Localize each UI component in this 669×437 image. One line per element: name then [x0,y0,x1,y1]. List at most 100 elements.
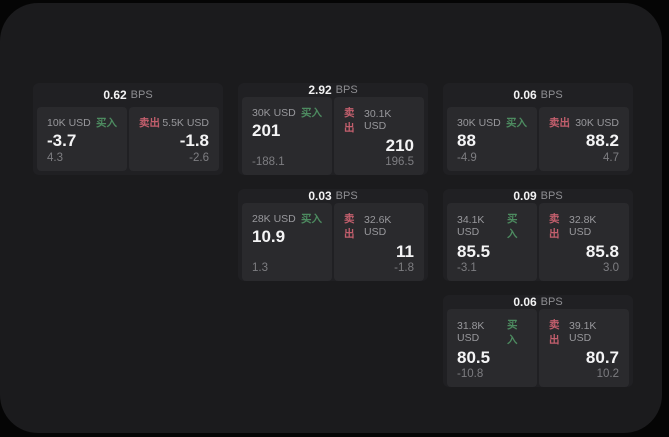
quote-card: 2.92 BPS 30K USD 买入 201 -188.1 卖出 30.1K … [238,83,428,175]
buy-amount: 34.1K USD [457,214,485,238]
buy-panel-header: 28K USD 买入 [252,211,322,226]
sell-side-label: 卖出 [344,107,355,134]
buy-delta: -188.1 [252,155,285,168]
bps-header: 0.03 BPS [238,189,428,203]
sell-delta: 10.2 [596,367,619,380]
sell-side-label: 卖出 [549,213,560,240]
sell-panel[interactable]: 卖出 39.1K USD 80.7 10.2 [539,309,629,387]
sell-amount: 32.8K USD [568,214,597,238]
buy-sell-panels: 31.8K USD 买入 80.5 -10.8 卖出 39.1K USD 80.… [443,309,633,387]
buy-delta: 4.3 [47,152,63,164]
buy-panel-header: 30K USD 买入 [252,105,322,120]
sell-panel[interactable]: 卖出 30K USD 88.2 4.7 [539,107,629,171]
buy-price: -3.7 [47,131,77,150]
buy-sell-panels: 30K USD 买入 88 -4.9 卖出 30K USD 88.2 4.7 [443,107,633,175]
sell-panel-header: 卖出 30K USD [549,115,619,130]
bps-header: 0.06 BPS [443,83,633,107]
sell-panel[interactable]: 卖出 5.5K USD -1.8 -2.6 [129,107,219,171]
sell-amount: 39.1K USD [568,320,597,344]
buy-side-label: 买入 [96,117,117,129]
sell-side-label: 卖出 [139,117,160,129]
app-window: 0.62 BPS 10K USD 买入 -3.7 4.3 卖出 5.5K USD… [0,3,662,433]
buy-sell-panels: 34.1K USD 买入 85.5 -3.1 卖出 32.8K USD 85.8… [443,203,633,281]
sell-amount: 5.5K USD [162,116,209,129]
buy-amount: 10K USD [47,116,91,129]
bps-header: 0.62 BPS [33,83,223,107]
buy-panel[interactable]: 34.1K USD 买入 85.5 -3.1 [447,203,537,281]
buy-price: 201 [252,121,281,140]
buy-delta: -3.1 [457,261,477,274]
bps-value: 2.92 [308,83,332,97]
buy-price: 85.5 [457,242,491,261]
sell-price: 88.2 [585,131,619,150]
sell-delta: 4.7 [603,152,619,164]
quote-card: 0.62 BPS 10K USD 买入 -3.7 4.3 卖出 5.5K USD… [33,83,223,175]
buy-panel[interactable]: 30K USD 买入 201 -188.1 [242,97,332,175]
sell-price: 11 [396,242,414,261]
bps-value: 0.06 [513,88,537,102]
buy-sell-panels: 10K USD 买入 -3.7 4.3 卖出 5.5K USD -1.8 -2.… [33,107,223,175]
buy-side-label: 买入 [507,213,518,240]
buy-panel[interactable]: 28K USD 买入 10.9 1.3 [242,203,332,281]
quote-card: 0.03 BPS 28K USD 买入 10.9 1.3 卖出 32.6K US… [238,189,428,281]
sell-panel-header: 卖出 32.6K USD [344,211,414,241]
buy-delta: -4.9 [457,152,477,164]
sell-delta: 3.0 [603,261,619,274]
buy-sell-panels: 28K USD 买入 10.9 1.3 卖出 32.6K USD 11 -1.8 [238,203,428,281]
bps-header: 2.92 BPS [238,83,428,97]
buy-price: 88 [457,131,476,150]
sell-side-label: 卖出 [549,319,560,346]
sell-amount: 32.6K USD [363,214,392,238]
buy-side-label: 买入 [507,319,518,346]
buy-panel[interactable]: 30K USD 买入 88 -4.9 [447,107,537,171]
bps-unit-label: BPS [540,296,563,308]
sell-price: 80.7 [585,348,619,367]
sell-side-label: 卖出 [549,117,570,129]
bps-unit-label: BPS [540,89,563,101]
sell-panel-header: 卖出 30.1K USD [344,105,414,135]
sell-price: 210 [385,136,414,155]
buy-side-label: 买入 [506,117,527,129]
buy-panel-header: 34.1K USD 买入 [457,211,527,241]
quote-card: 0.09 BPS 34.1K USD 买入 85.5 -3.1 卖出 32.8K… [443,189,633,281]
bps-value: 0.09 [513,189,537,203]
buy-price: 80.5 [457,348,491,367]
bps-header: 0.06 BPS [443,295,633,309]
buy-delta: -10.8 [457,367,484,380]
quote-card: 0.06 BPS 31.8K USD 买入 80.5 -10.8 卖出 39.1… [443,295,633,387]
bps-unit-label: BPS [335,84,358,96]
sell-panel-header: 卖出 32.8K USD [549,211,619,241]
buy-side-label: 买入 [301,213,322,225]
bps-unit-label: BPS [130,89,153,101]
bps-value: 0.62 [103,88,127,102]
sell-price: 85.8 [585,242,619,261]
buy-amount: 31.8K USD [457,320,485,344]
sell-panel-header: 卖出 5.5K USD [139,115,209,130]
quote-cards-grid: 0.62 BPS 10K USD 买入 -3.7 4.3 卖出 5.5K USD… [33,83,633,387]
sell-panel[interactable]: 卖出 30.1K USD 210 196.5 [334,97,424,175]
bps-value: 0.03 [308,189,332,203]
sell-panel[interactable]: 卖出 32.8K USD 85.8 3.0 [539,203,629,281]
bps-value: 0.06 [513,295,537,309]
buy-panel-header: 10K USD 买入 [47,115,117,130]
sell-amount: 30K USD [575,116,619,129]
buy-amount: 30K USD [457,116,501,129]
bps-unit-label: BPS [335,190,358,202]
buy-panel[interactable]: 10K USD 买入 -3.7 4.3 [37,107,127,171]
sell-delta: -2.6 [189,152,209,164]
sell-amount: 30.1K USD [363,108,392,132]
sell-delta: -1.8 [394,261,414,274]
bps-unit-label: BPS [540,190,563,202]
bps-header: 0.09 BPS [443,189,633,203]
sell-price: -1.8 [179,131,209,150]
sell-panel[interactable]: 卖出 32.6K USD 11 -1.8 [334,203,424,281]
quote-card: 0.06 BPS 30K USD 买入 88 -4.9 卖出 30K USD 8… [443,83,633,175]
buy-delta: 1.3 [252,261,268,274]
buy-panel[interactable]: 31.8K USD 买入 80.5 -10.8 [447,309,537,387]
sell-side-label: 卖出 [344,213,355,240]
buy-panel-header: 30K USD 买入 [457,115,527,130]
buy-panel-header: 31.8K USD 买入 [457,317,527,347]
buy-side-label: 买入 [301,107,322,119]
buy-amount: 30K USD [252,106,296,119]
buy-sell-panels: 30K USD 买入 201 -188.1 卖出 30.1K USD 210 1… [238,97,428,175]
